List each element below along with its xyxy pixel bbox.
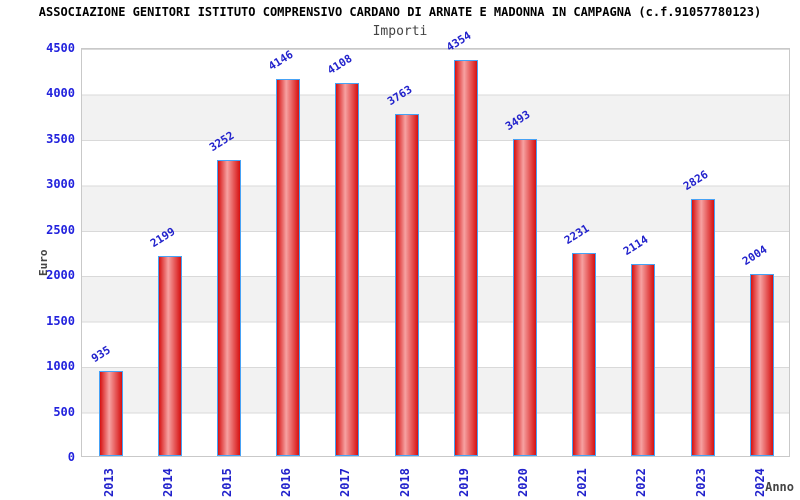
bar-value-label: 2199	[147, 225, 178, 251]
bar-value-label: 2114	[621, 232, 651, 258]
bar	[394, 114, 419, 456]
bar-value-label: 4146	[266, 48, 296, 74]
x-tick-label: 2016	[279, 468, 294, 497]
x-tick-label: 2023	[693, 468, 708, 497]
x-tick-label: 2021	[575, 468, 590, 497]
bar	[512, 138, 537, 456]
x-tick-label: 2015	[219, 468, 234, 497]
x-axis-title: Anno	[765, 480, 794, 494]
bar-value-label: 3763	[384, 82, 414, 108]
bar	[335, 82, 360, 456]
x-tick-label: 2013	[101, 468, 116, 497]
x-tick-label: 2014	[160, 468, 175, 497]
x-tick-label: 2022	[634, 468, 649, 497]
chart-subtitle: Importi	[372, 24, 428, 39]
bar	[98, 371, 123, 456]
y-tick-label: 4500	[46, 41, 75, 55]
x-tick-label: 2019	[456, 468, 471, 497]
plot-area: 935 2199 3252 4146 4108 3763 4354 3493 2231 2114 2…	[81, 29, 790, 457]
bar-value-label: 3252	[207, 129, 237, 155]
bar	[631, 263, 656, 456]
bar	[453, 60, 478, 456]
x-tick-label: 2018	[397, 468, 412, 497]
y-tick-label: 2500	[46, 222, 75, 237]
bar	[749, 273, 774, 456]
y-tick-label: 2000	[46, 268, 75, 283]
bar-value-label: 2231	[562, 222, 592, 248]
y-tick-label: 3000	[46, 177, 75, 192]
x-tick-label: 2020	[515, 468, 530, 497]
y-tick-label: 1500	[46, 313, 75, 328]
bar-value-label: 935	[88, 343, 113, 366]
bar-value-label: 2826	[680, 168, 710, 194]
y-tick-label: 1000	[46, 359, 75, 374]
bar	[216, 160, 241, 456]
bar-value-label: 2004	[739, 242, 770, 268]
bar	[276, 79, 301, 456]
bar	[572, 253, 597, 456]
y-tick-label: 0	[67, 450, 75, 464]
x-tick-label: 2017	[338, 468, 353, 497]
y-tick-label: 4000	[46, 86, 75, 101]
chart-title: ASSOCIAZIONE GENITORI ISTITUTO COMPRENSI…	[38, 5, 762, 19]
y-tick-label: 3500	[46, 131, 75, 146]
bar-value-label: 4108	[325, 51, 355, 77]
bar-value-label: 3493	[503, 107, 533, 133]
bar	[157, 256, 182, 456]
bar	[690, 199, 715, 456]
y-tick-label: 500	[53, 404, 75, 419]
